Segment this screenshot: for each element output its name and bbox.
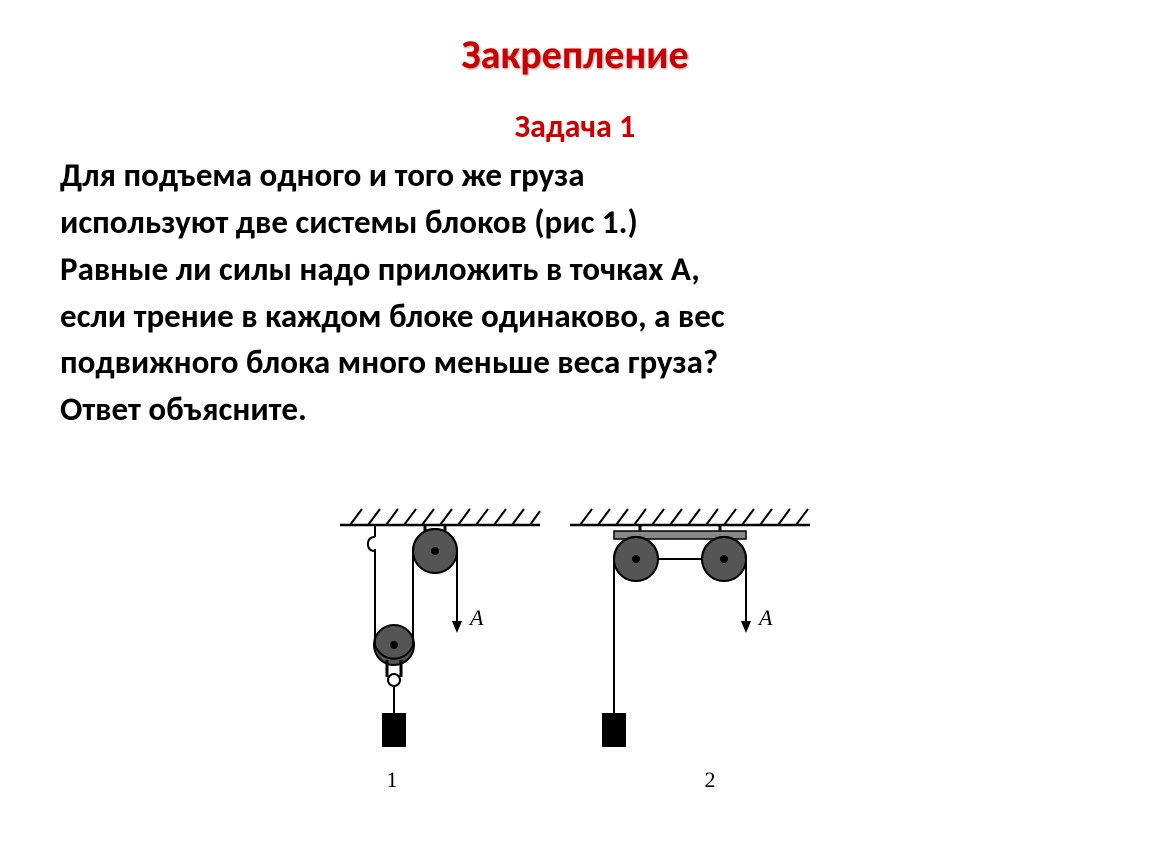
problem-line: подвижного блока много меньше веса груза…: [60, 342, 718, 382]
sys2-load: [602, 713, 626, 747]
section-title: Закрепление: [60, 30, 1090, 79]
problem-line: если трение в каждом блоке одинаково, а …: [60, 296, 725, 336]
sys1-fixed-pulley: [413, 525, 457, 573]
problem-line: используют две системы блоков (рис 1.): [60, 202, 638, 242]
problem-line: Ответ объясните.: [60, 389, 307, 429]
sys1-ceiling-hook: [368, 525, 375, 551]
page: Закрепление Задача 1 Для подъема одного …: [0, 0, 1150, 864]
sys2-number: 2: [705, 767, 716, 792]
sys1-load: [382, 686, 406, 747]
sys1-arrowhead: [452, 621, 462, 633]
sys2-ceiling: [570, 509, 810, 525]
sys1-number: 1: [387, 767, 398, 792]
diagram-svg: A 1: [340, 505, 820, 795]
task-subtitle: Задача 1: [60, 107, 1090, 146]
problem-line: Равные ли силы надо приложить в точках А…: [60, 249, 700, 289]
problem-line: Для подъема одного и того же груза: [60, 155, 585, 195]
sys1-movable-pulley: [374, 625, 414, 686]
sys1-label-A: A: [468, 605, 484, 630]
sys1-ceiling: [340, 509, 540, 525]
pulley-diagram: A 1: [340, 505, 820, 795]
sys2-arrowhead: [741, 621, 751, 633]
sys2-label-A: A: [757, 605, 773, 630]
problem-text: Для подъема одного и того же груза испол…: [60, 152, 1090, 433]
